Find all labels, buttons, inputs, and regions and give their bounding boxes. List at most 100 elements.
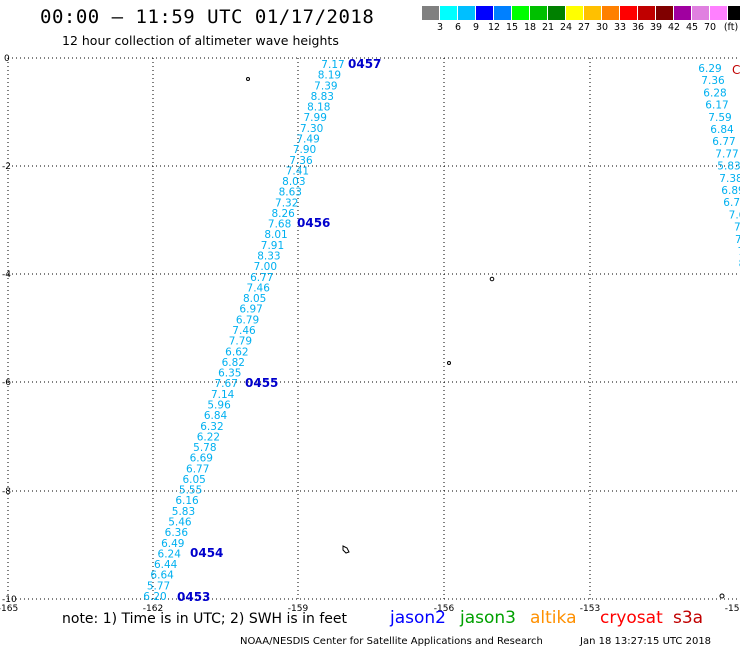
latitude-tick-label: -6 xyxy=(2,378,11,388)
legend-swatch xyxy=(458,6,476,20)
wave-height-value: 7.67 xyxy=(215,378,238,390)
legend-swatch xyxy=(692,6,710,20)
footer-note: note: 1) Time is in UTC; 2) SWH is in fe… xyxy=(62,611,348,627)
legend-tick-label: 15 xyxy=(505,22,519,33)
satellite-altika-label: altika xyxy=(530,608,577,628)
legend-tick-label: (ft) xyxy=(723,22,739,33)
legend-tick-label: 33 xyxy=(613,22,627,33)
legend-tick-label: 45 xyxy=(685,22,699,33)
wave-height-value: 6.44 xyxy=(154,559,178,571)
footer-timestamp: Jan 18 13:27:15 UTC 2018 xyxy=(580,636,712,647)
legend-swatch xyxy=(566,6,584,20)
latitude-tick-label: -2 xyxy=(2,162,11,172)
wave-height-value: 6.82 xyxy=(222,357,245,369)
legend-swatch xyxy=(548,6,566,20)
wave-height-value: 7.36 xyxy=(289,155,313,167)
legend-swatch xyxy=(422,6,440,20)
longitude-tick-label: -153 xyxy=(580,604,600,614)
wave-height-value: 8.26 xyxy=(271,208,295,220)
wave-height-value: 7.79 xyxy=(229,336,252,348)
wave-height-value: 7.38 xyxy=(719,173,740,185)
wave-height-value: 6.29 xyxy=(698,63,721,75)
island-outline xyxy=(719,593,725,599)
wave-height-value: 5.83 xyxy=(717,161,740,173)
wave-height-value: 6.20 xyxy=(143,591,166,603)
wave-height-value: 8.03 xyxy=(282,176,305,188)
longitude-tick-label: -165 xyxy=(0,604,18,614)
wave-height-value: 6.77 xyxy=(723,197,740,209)
latitude-tick-label: 0 xyxy=(4,54,10,64)
wave-height-value: 8.19 xyxy=(318,70,341,82)
wave-height-value: 6.97 xyxy=(239,304,262,316)
island-outline xyxy=(489,276,495,282)
satellite-s3a-label: s3a xyxy=(673,608,704,628)
wave-height-value: 6.49 xyxy=(161,538,184,550)
wave-height-value: 6.22 xyxy=(197,431,220,443)
wave-height-value: 7. xyxy=(734,222,740,234)
wave-height-value: 7. xyxy=(735,234,740,246)
wave-height-value: 6.79 xyxy=(236,314,259,326)
wave-height-value: 6.84 xyxy=(204,410,228,422)
wave-height-value: 7.46 xyxy=(247,282,271,294)
wave-height-value: 7.6 xyxy=(729,209,740,221)
wave-height-value: 6.17 xyxy=(705,100,728,112)
island-outline xyxy=(447,361,451,365)
latitude-tick-label: -4 xyxy=(2,270,11,280)
legend-tick-label: 36 xyxy=(631,22,645,33)
wave-height-value: 7.00 xyxy=(254,261,277,273)
footer-credit: NOAA/NESDIS Center for Satellite Applica… xyxy=(240,636,543,647)
wave-height-value: 6.64 xyxy=(150,570,174,582)
wave-height-value: 8.01 xyxy=(264,229,287,241)
wave-height-value: 5.77 xyxy=(147,580,170,592)
legend-swatch xyxy=(638,6,656,20)
longitude-tick-label: -150 xyxy=(725,604,740,614)
wave-height-value: 5.96 xyxy=(207,399,231,411)
wave-height-value: 6.24 xyxy=(158,548,182,560)
satellite-cryosat-label: cryosat xyxy=(600,608,663,628)
wave-height-value: 6.32 xyxy=(200,421,223,433)
longitude-tick-label: -159 xyxy=(288,604,309,614)
pass-time-label: 0457 xyxy=(348,57,381,71)
wave-height-value: 6.35 xyxy=(218,368,241,380)
longitude-tick-label: -162 xyxy=(143,604,163,614)
legend-swatch xyxy=(674,6,692,20)
legend-swatch xyxy=(710,6,728,20)
island-outline xyxy=(246,77,250,81)
map-title: 00:00 – 11:59 UTC 01/17/2018 xyxy=(40,6,375,28)
legend-swatch xyxy=(530,6,548,20)
legend-swatch xyxy=(494,6,512,20)
pass-time-label: 0453 xyxy=(177,590,210,604)
legend-tick-label: 30 xyxy=(595,22,609,33)
satellite-jason3-label: jason3 xyxy=(460,608,516,628)
wave-height-value: 7.41 xyxy=(286,165,309,177)
wave-height-value: 5.83 xyxy=(172,506,195,518)
wave-height-value: 5.78 xyxy=(193,442,216,454)
pass-time-label: 0456 xyxy=(297,216,330,230)
wave-height-value: 8.05 xyxy=(243,293,266,305)
pass-time-label: 0455 xyxy=(245,376,278,390)
legend-tick-label: 42 xyxy=(667,22,681,33)
legend-swatch xyxy=(620,6,638,20)
legend-swatch xyxy=(728,6,740,20)
wave-height-value: 7.39 xyxy=(314,80,337,92)
legend-tick-label: 27 xyxy=(577,22,591,33)
wave-height-value: 6.16 xyxy=(175,495,199,507)
legend-swatch xyxy=(584,6,602,20)
wave-height-value: 7.30 xyxy=(300,123,323,135)
wave-height-value: 7.36 xyxy=(701,75,725,87)
wave-height-value: 6.62 xyxy=(225,346,248,358)
wave-height-value: 5.46 xyxy=(168,517,192,529)
wave-height-value: 7.99 xyxy=(304,112,327,124)
wave-height-value: 8.18 xyxy=(307,102,330,114)
legend-tick-label: 24 xyxy=(559,22,573,33)
wave-height-value: 6.28 xyxy=(703,87,726,99)
pass-time-label: 0454 xyxy=(190,546,223,560)
wave-height-value: 6.05 xyxy=(182,474,205,486)
color-legend xyxy=(422,6,740,20)
edge-marker: C xyxy=(732,63,740,77)
wave-height-value: 8.33 xyxy=(257,251,280,263)
latitude-tick-label: -10 xyxy=(2,595,17,605)
wave-height-value: 7.91 xyxy=(261,240,284,252)
wave-height-value: 7.32 xyxy=(275,197,298,209)
satellite-jason2-label: jason2 xyxy=(390,608,446,628)
